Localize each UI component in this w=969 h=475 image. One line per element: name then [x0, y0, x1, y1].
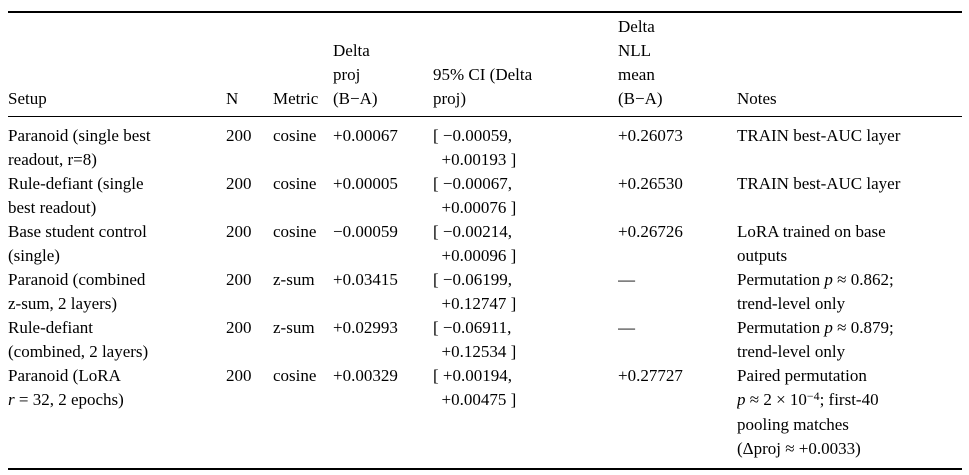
cell-delta-nll: +0.26530 — [618, 174, 683, 193]
table-row: Base student control (single) 200 cosine… — [8, 220, 962, 268]
cell-n: 200 — [226, 174, 252, 193]
cell-delta-nll: — — [618, 318, 635, 337]
cell-notes: TRAIN best-AUC layer — [737, 126, 901, 145]
cell-n: 200 — [226, 318, 252, 337]
table-row: Paranoid (combined z-sum, 2 layers) 200 … — [8, 268, 962, 316]
cell-delta-nll: +0.27727 — [618, 366, 683, 385]
cell-metric: cosine — [273, 366, 317, 385]
cell-ci: [ +0.00194, +0.00475 ] — [433, 366, 517, 409]
cell-n: 200 — [226, 270, 252, 289]
cell-delta-proj: +0.00005 — [333, 174, 398, 193]
cell-metric: cosine — [273, 126, 317, 145]
cell-ci: [ −0.00214, +0.00096 ] — [433, 222, 517, 265]
cell-setup: Rule-defiant (combined, 2 layers) — [8, 318, 149, 361]
cell-setup: Rule-defiant (single best readout) — [8, 174, 144, 217]
cell-metric: cosine — [273, 222, 317, 241]
cell-n: 200 — [226, 126, 252, 145]
table-row: Rule-defiant (single best readout) 200 c… — [8, 172, 962, 220]
col-header-metric: Metric — [273, 12, 333, 117]
cell-notes: TRAIN best-AUC layer — [737, 174, 901, 193]
table-row: Paranoid (single best readout, r=8) 200 … — [8, 117, 962, 173]
header-row: Setup N Metric Delta proj (B−A) 95% CI (… — [8, 12, 962, 117]
cell-delta-proj: +0.00067 — [333, 126, 398, 145]
cell-ci: [ −0.06911, +0.12534 ] — [433, 318, 517, 361]
cell-ci: [ −0.00059, +0.00193 ] — [433, 126, 517, 169]
col-header-n: N — [226, 12, 273, 117]
table-row: Rule-defiant (combined, 2 layers) 200 z-… — [8, 316, 962, 364]
col-header-delta-proj: Delta proj (B−A) — [333, 12, 433, 117]
cell-setup: Paranoid (single best readout, r=8) — [8, 126, 151, 169]
cell-delta-nll: +0.26726 — [618, 222, 683, 241]
cell-delta-nll: +0.26073 — [618, 126, 683, 145]
col-header-setup: Setup — [8, 12, 226, 117]
cell-metric: cosine — [273, 174, 317, 193]
col-header-ci: 95% CI (Delta proj) — [433, 12, 618, 117]
cell-delta-proj: −0.00059 — [333, 222, 398, 241]
cell-notes: Permutation p ≈ 0.879; trend-level only — [737, 318, 894, 361]
cell-setup: Base student control (single) — [8, 222, 147, 265]
cell-ci: [ −0.00067, +0.00076 ] — [433, 174, 517, 217]
cell-delta-nll: — — [618, 270, 635, 289]
cell-delta-proj: +0.02993 — [333, 318, 398, 337]
col-header-delta-nll: Delta NLL mean (B−A) — [618, 12, 737, 117]
cell-delta-proj: +0.00329 — [333, 366, 398, 385]
cell-n: 200 — [226, 366, 252, 385]
cell-metric: z-sum — [273, 270, 315, 289]
cell-setup: Paranoid (combined z-sum, 2 layers) — [8, 270, 146, 313]
results-table: Setup N Metric Delta proj (B−A) 95% CI (… — [8, 11, 962, 470]
cell-setup: Paranoid (LoRA r = 32, 2 epochs) — [8, 366, 124, 409]
cell-ci: [ −0.06199, +0.12747 ] — [433, 270, 517, 313]
cell-metric: z-sum — [273, 318, 315, 337]
col-header-notes: Notes — [737, 12, 962, 117]
cell-n: 200 — [226, 222, 252, 241]
cell-notes: Permutation p ≈ 0.862; trend-level only — [737, 270, 894, 313]
table-row: Paranoid (LoRA r = 32, 2 epochs) 200 cos… — [8, 364, 962, 469]
cell-notes: LoRA trained on base outputs — [737, 222, 886, 265]
cell-delta-proj: +0.03415 — [333, 270, 398, 289]
cell-notes: Paired permutation p ≈ 2 × 10−4; first-4… — [737, 366, 879, 458]
